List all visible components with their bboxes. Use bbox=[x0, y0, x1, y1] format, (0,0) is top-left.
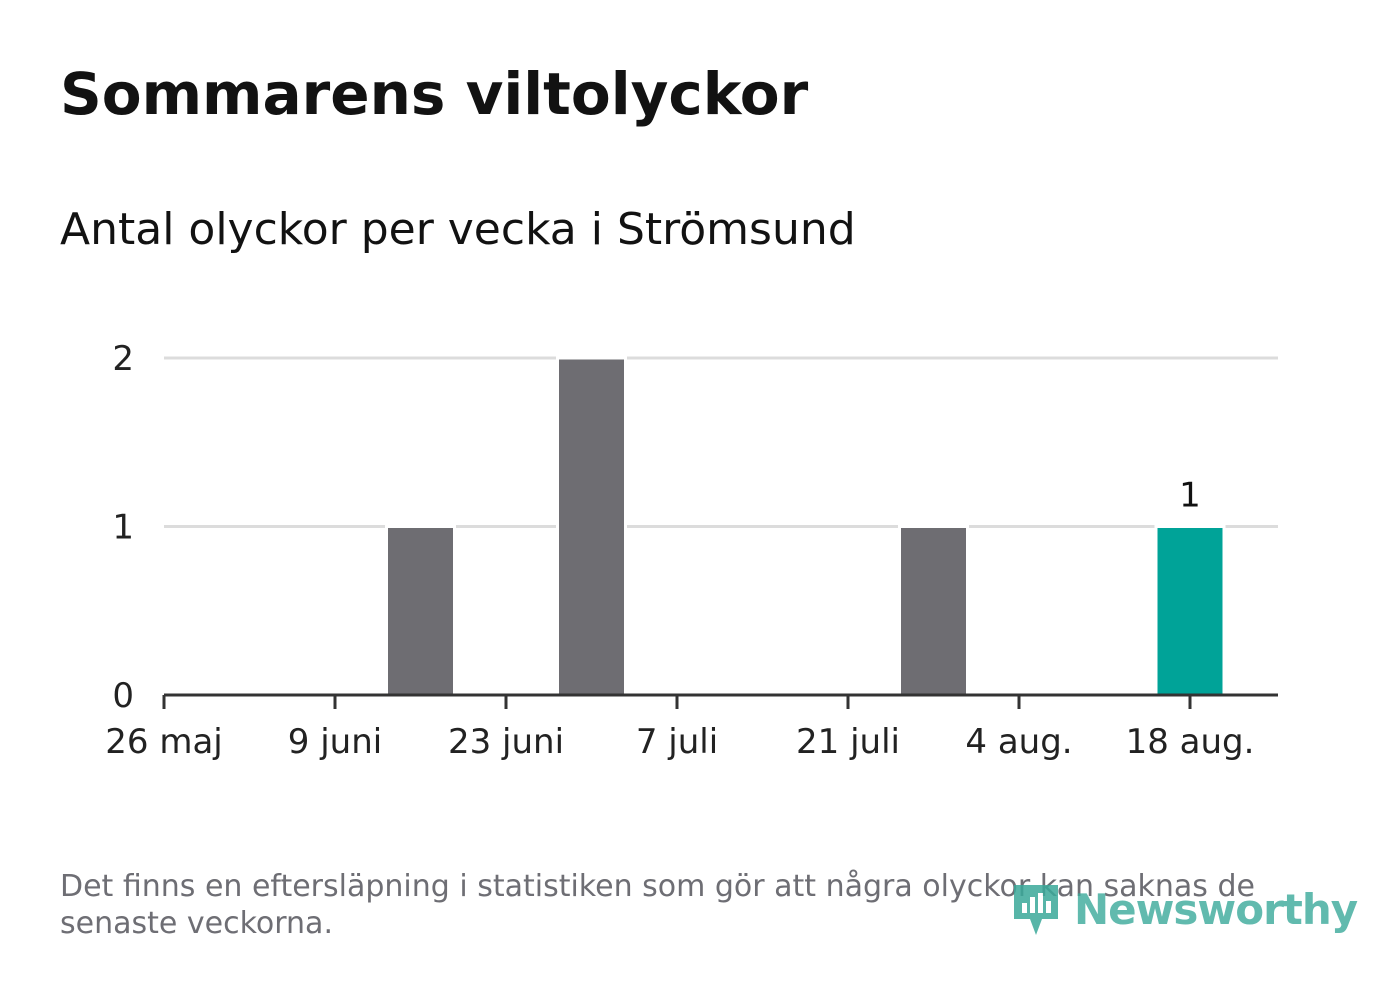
bar bbox=[898, 525, 969, 697]
x-tick-label: 23 juni bbox=[448, 722, 564, 762]
bar-chart: 0 1 2 26 maj 9 juni 23 juni 7 juli 21 juli 4 aug… bbox=[105, 339, 1278, 762]
highlight-bar bbox=[1154, 525, 1226, 697]
bar bbox=[556, 356, 627, 697]
x-tick-label: 18 aug. bbox=[1126, 722, 1255, 762]
x-tick-label: 7 juli bbox=[636, 722, 718, 762]
newsworthy-logo-icon bbox=[1014, 885, 1058, 935]
x-tick-label: 9 juni bbox=[288, 722, 382, 762]
chart-subtitle: Antal olyckor per vecka i Strömsund bbox=[60, 204, 856, 255]
data-label: 1 bbox=[1179, 476, 1201, 516]
chart-title: Sommarens viltolyckor bbox=[60, 60, 809, 128]
y-tick-label: 0 bbox=[112, 676, 134, 716]
y-tick-label: 2 bbox=[112, 339, 134, 379]
x-tick-label: 4 aug. bbox=[965, 722, 1072, 762]
y-tick-label: 1 bbox=[112, 508, 134, 548]
logo-text: Newsworthy bbox=[1074, 884, 1358, 934]
newsworthy-logo: Newsworthy bbox=[1010, 878, 1358, 940]
x-tick-label: 26 maj bbox=[105, 722, 222, 762]
bar bbox=[385, 525, 456, 697]
x-tick-label: 21 juli bbox=[796, 722, 900, 762]
